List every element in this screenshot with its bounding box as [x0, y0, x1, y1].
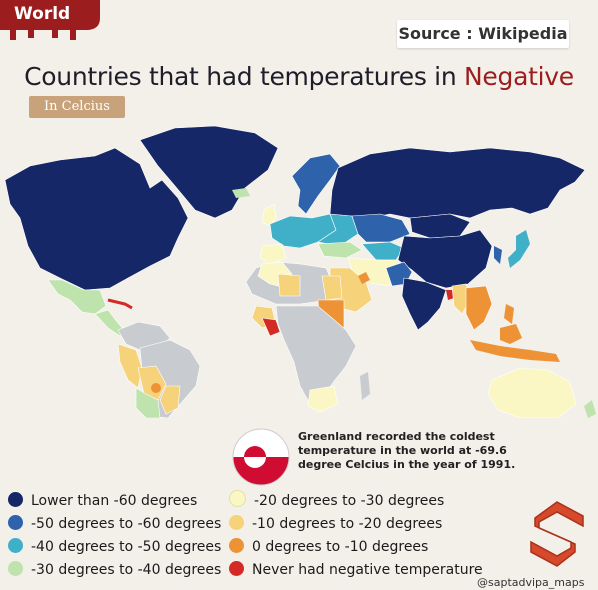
unit-badge: In Celcius [29, 96, 125, 118]
legend-item: -30 degrees to -40 degrees [8, 559, 221, 581]
legend-item: -20 degrees to -30 degrees [229, 490, 444, 512]
legend-label: 0 degrees to -10 degrees [252, 539, 429, 555]
legend-item: 0 degrees to -10 degrees [229, 536, 428, 558]
region-russia [329, 147, 586, 219]
region-turkey-caucasus [317, 241, 363, 259]
legend-item: Lower than -60 degrees [8, 490, 197, 512]
legend-swatch [8, 515, 23, 530]
legend-label: -20 degrees to -30 degrees [254, 493, 445, 509]
tag-label: World [14, 4, 71, 24]
region-ecuador-peru [117, 343, 143, 389]
world-map [4, 125, 596, 418]
region-gulf [358, 272, 370, 284]
region-north-america [4, 147, 189, 291]
region-west-africa [261, 317, 281, 337]
greenland-flag-icon [232, 428, 290, 486]
region-scandinavia [291, 153, 341, 215]
legend-item: Never had negative temperature [229, 559, 483, 581]
legend-label: Lower than -60 degrees [31, 493, 198, 509]
legend-label: Never had negative temperature [252, 562, 483, 578]
legend-item: -10 degrees to -20 degrees [229, 513, 442, 535]
legend-label: -50 degrees to -60 degrees [31, 516, 222, 532]
region-iberia [259, 243, 287, 265]
legend-item: -40 degrees to -50 degrees [8, 536, 221, 558]
region-southern-brazil [159, 385, 181, 415]
legend-label: -10 degrees to -20 degrees [252, 516, 443, 532]
legend-item: -50 degrees to -60 degrees [8, 513, 221, 535]
world-tag: World [0, 0, 100, 40]
region-japan [508, 230, 530, 268]
region-iceland [232, 188, 250, 198]
region-central-asia-south [361, 241, 405, 261]
brand-logo-icon [530, 501, 584, 567]
region-korea [494, 246, 502, 264]
region-greenland [139, 125, 279, 219]
region-indochina [465, 285, 493, 331]
region-australia [487, 367, 577, 418]
region-egypt [321, 275, 343, 301]
greenland-note: Greenland recorded the coldest temperatu… [298, 430, 516, 471]
region-libya [277, 273, 301, 297]
region-southern-africa [307, 385, 339, 413]
title-main: Countries that had temperatures in [24, 62, 465, 91]
region-borneo [500, 324, 522, 344]
region-bangladesh [446, 290, 454, 300]
tag-background [0, 0, 100, 40]
legend-swatch [229, 490, 246, 507]
legend-label: -40 degrees to -50 degrees [31, 539, 222, 555]
author-handle: @saptadvipa_maps [477, 576, 585, 589]
legend-label: -30 degrees to -40 degrees [31, 562, 222, 578]
region-india [401, 277, 447, 331]
region-philippines [504, 304, 514, 324]
region-new-zealand [584, 400, 596, 418]
legend-swatch [8, 492, 23, 507]
region-caribbean [107, 298, 133, 310]
region-madagascar [360, 372, 370, 400]
region-indonesia [470, 340, 560, 362]
legend-swatch [229, 561, 244, 576]
legend-swatch [8, 561, 23, 576]
legend-swatch [229, 538, 244, 553]
region-uk [261, 203, 277, 227]
legend-swatch [229, 515, 244, 530]
region-kazakhstan [351, 213, 411, 243]
page-title: Countries that had temperatures in Negat… [0, 62, 598, 91]
region-china [397, 229, 493, 289]
title-emphasis: Negative [464, 62, 574, 91]
region-argentina-chile [135, 387, 161, 418]
legend-swatch [8, 538, 23, 553]
region-paraguay [151, 383, 161, 393]
region-mexico [47, 279, 107, 315]
region-mongolia [409, 213, 471, 239]
source-label: Source : Wikipedia [397, 20, 569, 48]
